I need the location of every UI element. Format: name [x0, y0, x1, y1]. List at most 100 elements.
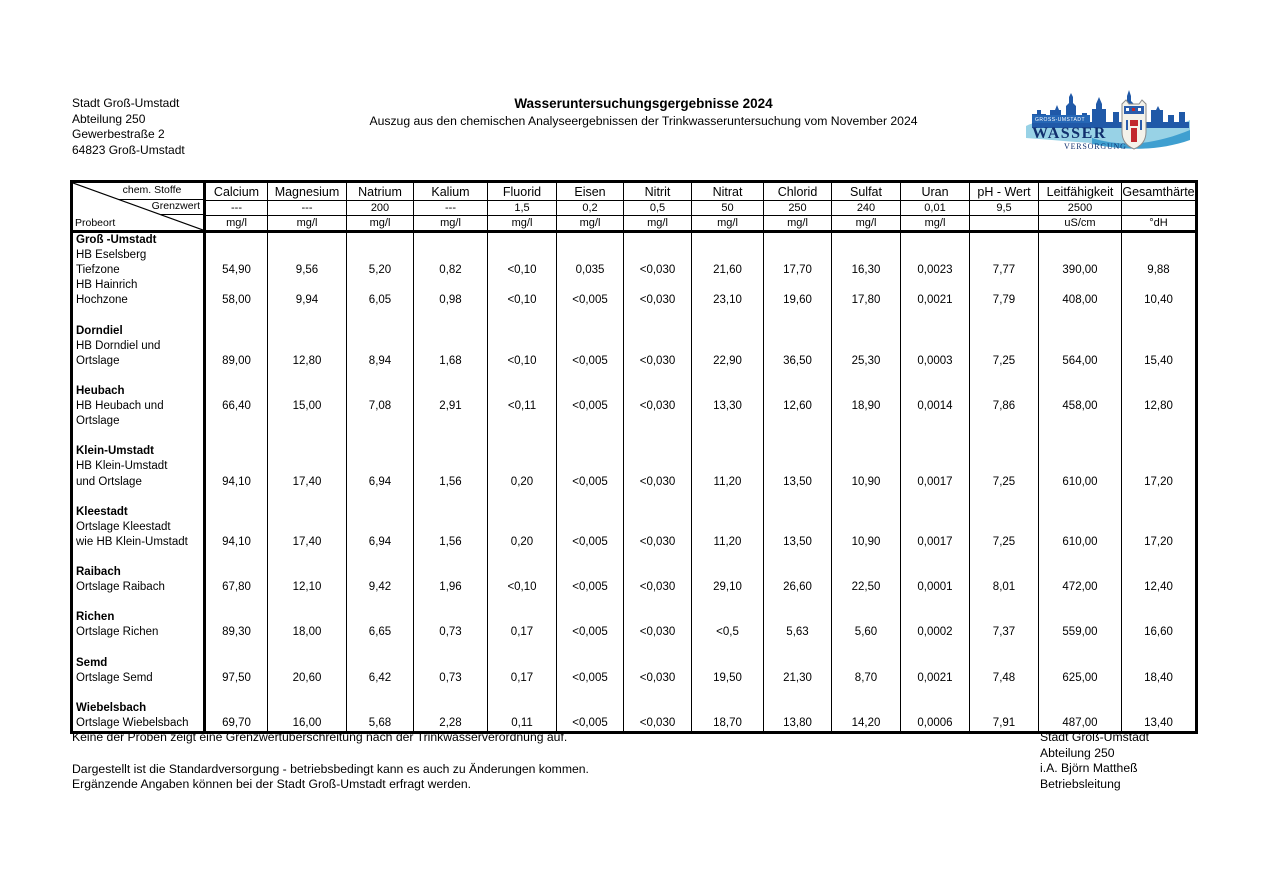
- value-cell: 9,42: [346, 580, 414, 596]
- value-cell: [556, 278, 624, 294]
- value-cell: [831, 519, 901, 535]
- location-label: Ortslage Richen: [71, 625, 206, 641]
- sender-line: 64823 Groß-Umstadt: [72, 142, 185, 157]
- value-cell: [1121, 429, 1197, 445]
- value-cell: [763, 414, 832, 430]
- value-cell: <0,030: [623, 474, 692, 490]
- value-cell: [556, 700, 624, 716]
- city-skyline-logo-icon: GROSS-UMSTADT WASSER VERSORGUNG: [1026, 90, 1190, 151]
- footer-note: Dargestellt ist die Standardversorgung -…: [72, 761, 589, 776]
- footer-note: Ergänzende Angaben können bei der Stadt …: [72, 777, 472, 791]
- value-cell: [1038, 429, 1122, 445]
- value-cell: 89,00: [204, 353, 268, 369]
- value-cell: [969, 459, 1039, 475]
- header-row: chem. Stoffe Grenzwert Probeort Calcium Magn…: [71, 181, 1197, 233]
- value-cell: [969, 565, 1039, 581]
- value-cell: 13,50: [763, 534, 832, 550]
- value-cell: 0,82: [413, 263, 488, 279]
- value-cell: [969, 231, 1039, 249]
- footer-note: Keine der Proben zeigt eine Grenzwertübe…: [72, 730, 568, 744]
- location-label: Ortslage: [71, 414, 206, 430]
- value-cell: [487, 685, 557, 701]
- unit-label: [969, 215, 1039, 233]
- value-cell: [900, 248, 970, 264]
- value-cell: [623, 383, 692, 400]
- value-cell: [623, 519, 692, 535]
- value-cell: [413, 504, 488, 520]
- value-cell: [267, 368, 347, 384]
- column-header: Fluorid: [487, 181, 557, 201]
- value-cell: 6,05: [346, 293, 414, 309]
- value-cell: [691, 414, 764, 430]
- value-cell: [900, 504, 970, 520]
- location-label: HB Heubach und: [71, 399, 206, 415]
- column-header: Leitfähigkeit: [1038, 181, 1122, 201]
- value-cell: [763, 700, 832, 716]
- location-label: und Ortslage: [71, 474, 206, 490]
- limit-value: 2500: [1038, 200, 1122, 216]
- value-cell: [204, 459, 268, 475]
- value-cell: 0,20: [487, 534, 557, 550]
- value-cell: [204, 308, 268, 324]
- value-cell: [969, 640, 1039, 656]
- value-cell: [413, 338, 488, 354]
- table-row: Ortslage Richen 89,30 18,00 6,65 0,73 0,17 <0,…: [71, 625, 1197, 641]
- value-cell: 6,94: [346, 534, 414, 550]
- value-cell: [413, 444, 488, 460]
- value-cell: [556, 444, 624, 460]
- value-cell: [969, 489, 1039, 505]
- value-cell: [346, 519, 414, 535]
- value-cell: [900, 368, 970, 384]
- value-cell: [763, 459, 832, 475]
- value-cell: [1038, 459, 1122, 475]
- limit-value: 9,5: [969, 200, 1039, 216]
- value-cell: [346, 278, 414, 294]
- value-cell: [691, 368, 764, 384]
- value-cell: [691, 459, 764, 475]
- value-cell: <0,030: [623, 293, 692, 309]
- value-cell: <0,030: [623, 399, 692, 415]
- diagonal-line: [73, 183, 202, 229]
- value-cell: [487, 383, 557, 400]
- value-cell: 7,37: [969, 625, 1039, 641]
- value-cell: [204, 595, 268, 611]
- value-cell: [900, 459, 970, 475]
- value-cell: [1121, 278, 1197, 294]
- value-cell: 12,10: [267, 580, 347, 596]
- value-cell: [1038, 278, 1122, 294]
- table-row: [71, 549, 1197, 566]
- value-cell: 2,91: [413, 399, 488, 415]
- limit-value: 0,01: [900, 200, 970, 216]
- value-cell: [346, 444, 414, 460]
- grenzwert-row: --- --- 200 --- 1,5 0,2 0,5 50 250 240 0,01 9,5 2500: [72, 200, 1197, 216]
- value-cell: 25,30: [831, 353, 901, 369]
- value-cell: [831, 640, 901, 656]
- value-cell: [1121, 308, 1197, 324]
- value-cell: [831, 414, 901, 430]
- value-cell: 1,96: [413, 580, 488, 596]
- value-cell: [691, 519, 764, 535]
- value-cell: [267, 231, 347, 249]
- value-cell: <0,005: [556, 580, 624, 596]
- value-cell: 5,68: [346, 716, 414, 733]
- location-label: Semd: [71, 655, 206, 671]
- value-cell: 7,25: [969, 353, 1039, 369]
- results-tbody: Groß -Umstadt HB Eselsberg Tiefzone 54,90 9,…: [71, 231, 1197, 733]
- value-cell: [900, 414, 970, 430]
- value-cell: [556, 383, 624, 400]
- value-cell: 7,86: [969, 399, 1039, 415]
- value-cell: 14,20: [831, 716, 901, 733]
- value-cell: [487, 459, 557, 475]
- value-cell: [346, 504, 414, 520]
- value-cell: [346, 368, 414, 384]
- value-cell: [763, 308, 832, 324]
- table-row: Ortslage: [71, 414, 1197, 430]
- value-cell: [1038, 504, 1122, 520]
- value-cell: [346, 248, 414, 264]
- column-header: Chlorid: [763, 181, 832, 201]
- value-cell: [691, 655, 764, 671]
- value-cell: [1038, 444, 1122, 460]
- column-header: Natrium: [346, 181, 414, 201]
- value-cell: [763, 489, 832, 505]
